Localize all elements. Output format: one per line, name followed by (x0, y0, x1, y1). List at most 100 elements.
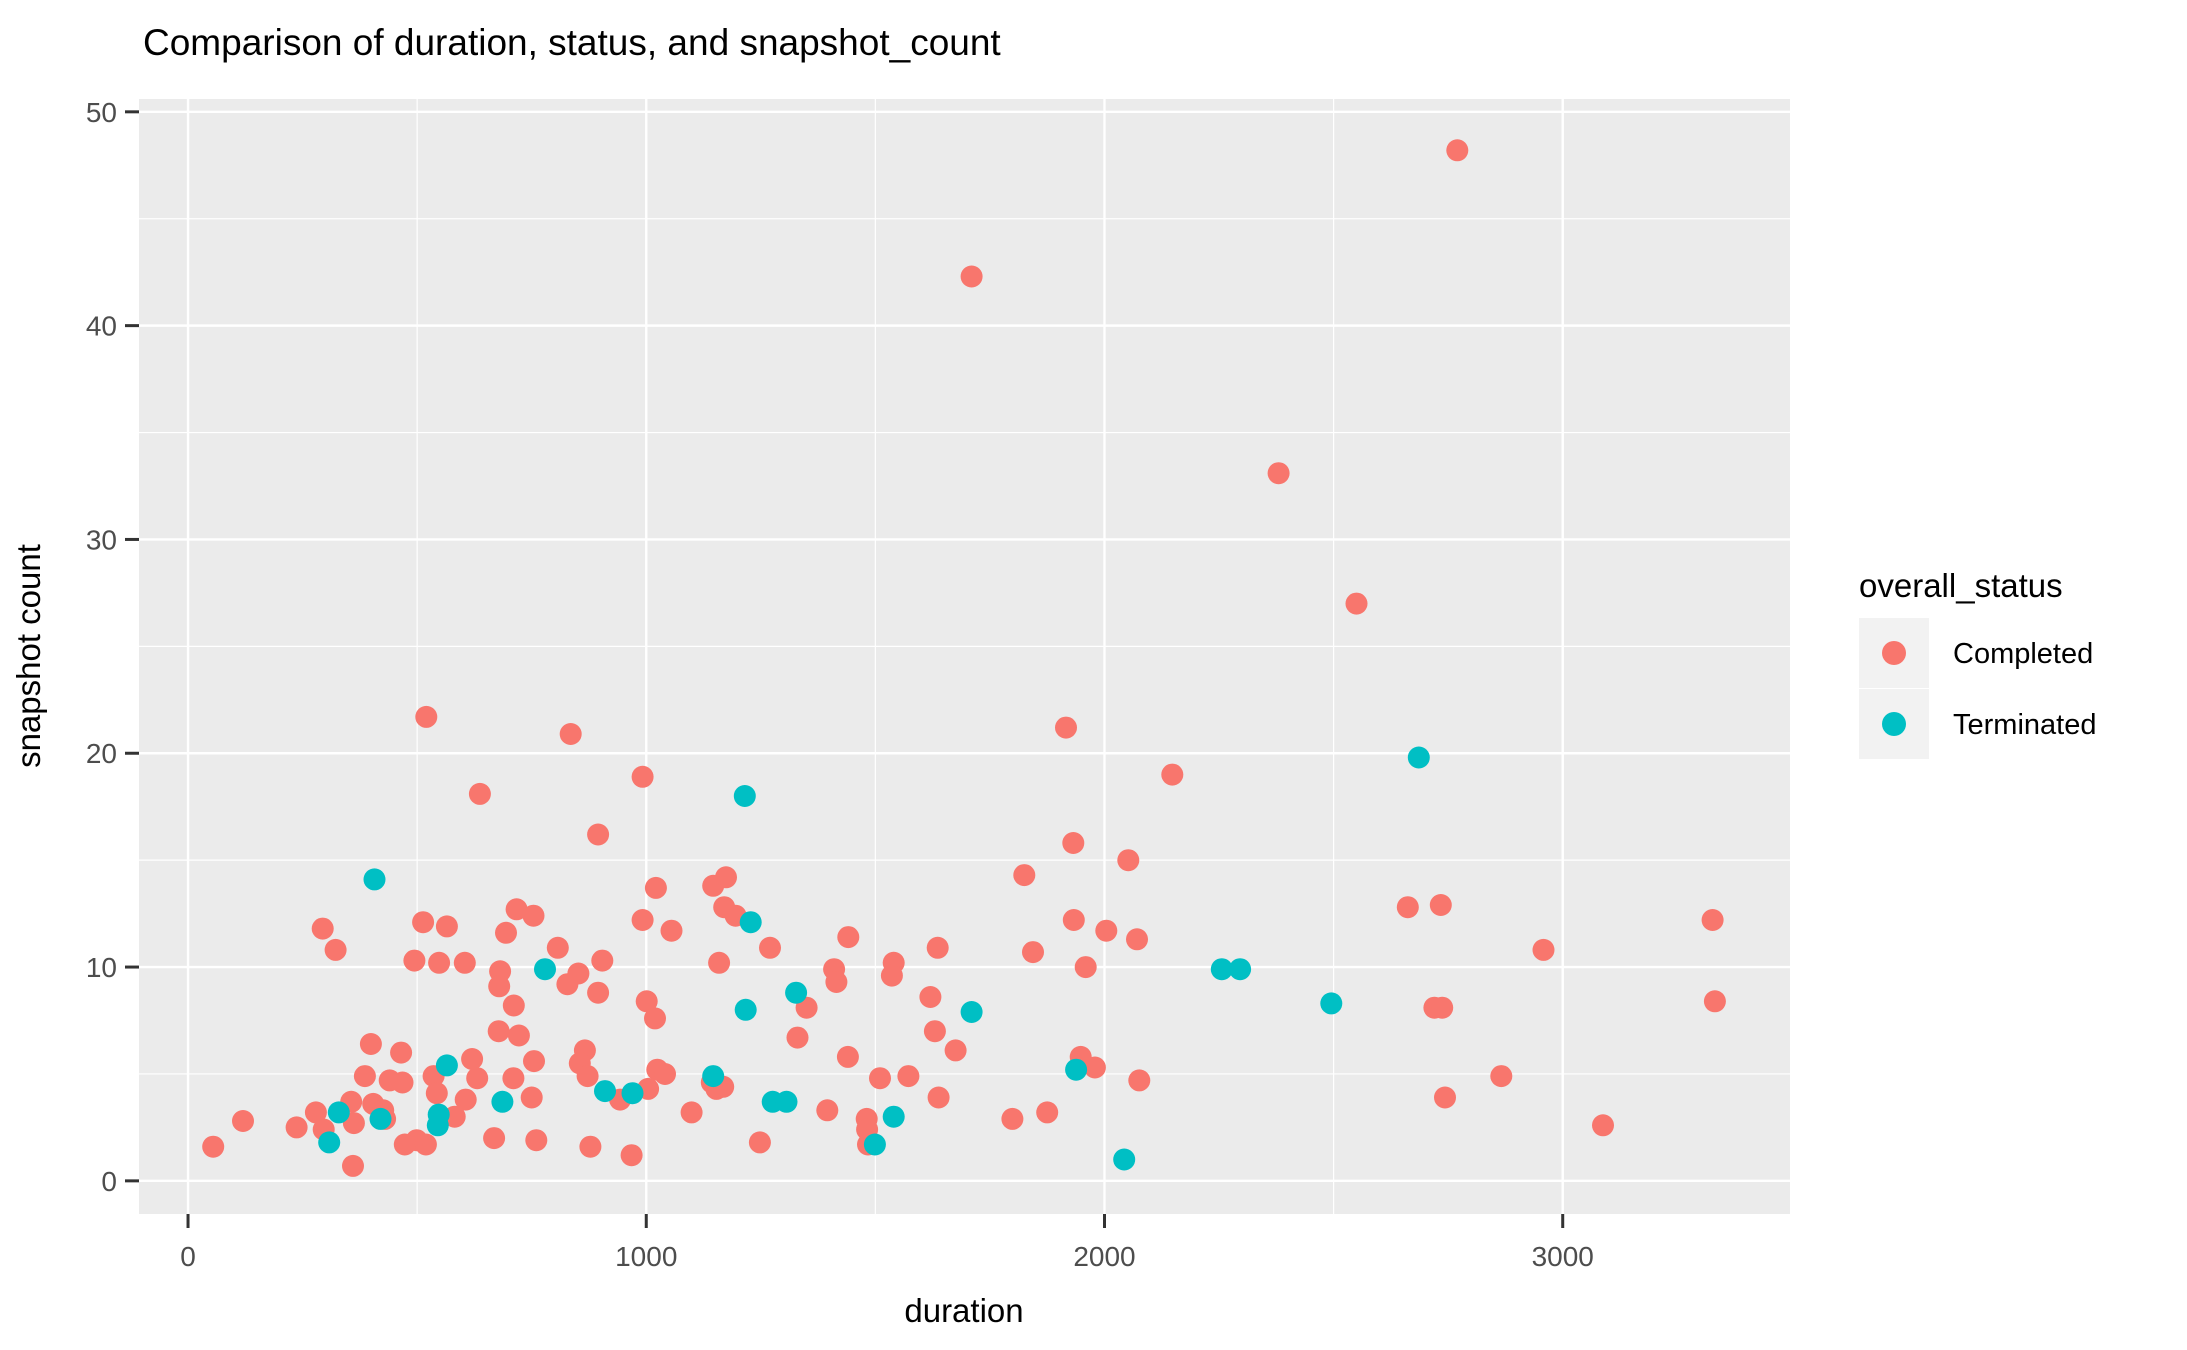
data-point-completed (702, 874, 725, 897)
data-point-completed (923, 1020, 946, 1043)
data-point-completed (523, 1050, 545, 1073)
data-point-completed (546, 936, 569, 959)
data-point-completed (391, 1071, 414, 1094)
data-point-completed (1062, 909, 1085, 931)
legend: overall_status Completed Terminated (1859, 567, 2096, 759)
data-point-completed (1345, 592, 1368, 615)
data-point-completed (654, 1063, 676, 1085)
data-point-terminated (435, 1054, 458, 1077)
data-point-completed (1532, 938, 1555, 961)
data-point-completed (468, 782, 491, 805)
data-point-completed (680, 1101, 703, 1124)
data-point-terminated (739, 911, 762, 934)
data-point-completed (1055, 716, 1077, 739)
data-point-completed (525, 1129, 548, 1152)
data-point-terminated (1407, 746, 1430, 769)
data-point-terminated (863, 1133, 886, 1156)
data-point-completed (1062, 832, 1085, 854)
data-point-completed (631, 909, 654, 931)
data-point-completed (454, 1088, 477, 1111)
y-tick-label: 30 (86, 524, 117, 555)
data-point-completed (415, 705, 438, 728)
data-point-completed (353, 1065, 376, 1088)
data-point-completed (502, 1067, 525, 1090)
data-point-completed (428, 951, 451, 974)
x-tick-label: 3000 (1532, 1241, 1594, 1272)
data-point-completed (1161, 763, 1184, 786)
x-tick-label: 2000 (1073, 1241, 1135, 1272)
legend-key-completed-icon (1882, 641, 1906, 665)
data-point-completed (960, 265, 983, 288)
data-point-terminated (702, 1065, 725, 1088)
gridlines-major (139, 99, 1790, 1214)
data-point-completed (1431, 996, 1454, 1019)
data-point-terminated (426, 1114, 449, 1137)
data-point-completed (869, 1067, 891, 1090)
data-point-completed (1013, 864, 1036, 887)
data-point-completed (466, 1067, 489, 1090)
data-point-completed (487, 1020, 510, 1043)
y-axis-title: snapshot count (10, 544, 47, 768)
data-point-completed (311, 917, 334, 940)
legend-label-completed: Completed (1953, 638, 2093, 670)
data-point-completed (425, 1082, 448, 1105)
legend-key-terminated-icon (1882, 712, 1906, 736)
data-point-terminated (733, 785, 756, 807)
data-point-completed (502, 994, 525, 1017)
data-point-terminated (734, 998, 757, 1021)
x-tick-label: 0 (180, 1241, 196, 1272)
data-point-completed (748, 1131, 771, 1154)
data-point-completed (232, 1110, 254, 1132)
data-point-completed (644, 876, 667, 899)
legend-item-terminated: Terminated (1859, 689, 2096, 759)
data-point-completed (488, 975, 511, 998)
data-point-completed (359, 1033, 382, 1055)
data-point-completed (759, 936, 781, 959)
y-tick-label: 20 (86, 738, 117, 769)
data-point-completed (837, 926, 860, 949)
data-point-completed (1036, 1101, 1059, 1124)
data-point-completed (919, 986, 942, 1008)
data-point-terminated (1320, 992, 1343, 1015)
data-point-completed (1446, 139, 1469, 162)
data-point-completed (414, 1133, 437, 1156)
data-point-completed (1095, 919, 1118, 942)
data-point-completed (836, 1045, 859, 1068)
data-point-completed (620, 1144, 643, 1167)
data-point-terminated (621, 1082, 644, 1105)
data-point-terminated (882, 1105, 905, 1128)
legend-label-terminated: Terminated (1953, 709, 2096, 741)
data-point-terminated (594, 1080, 616, 1103)
y-tick-label: 50 (86, 97, 117, 128)
data-point-completed (520, 1086, 543, 1109)
data-point-completed (816, 1099, 839, 1122)
data-point-completed (708, 951, 731, 974)
data-point-completed (1001, 1107, 1024, 1130)
data-point-completed (1117, 849, 1140, 872)
data-point-completed (644, 1007, 666, 1030)
y-tick-label: 10 (86, 952, 117, 983)
data-point-completed (1434, 1086, 1456, 1109)
data-point-completed (453, 951, 476, 974)
data-point-completed (412, 911, 435, 934)
data-point-completed (786, 1026, 809, 1049)
y-tick-label: 0 (101, 1166, 117, 1197)
data-point-completed (1267, 462, 1290, 485)
data-point-completed (1701, 909, 1724, 931)
data-point-terminated (327, 1101, 350, 1124)
axis-ticks (125, 110, 1565, 1228)
data-point-completed (926, 936, 949, 959)
legend-item-completed: Completed (1859, 618, 2093, 688)
data-point-completed (495, 921, 517, 944)
data-point-terminated (960, 1001, 983, 1023)
axis-tick-labels: 0 1000 2000 3000 0 10 20 30 40 50 (86, 97, 1594, 1272)
data-point-terminated (1113, 1148, 1136, 1171)
data-point-completed (1703, 990, 1726, 1013)
data-point-completed (522, 904, 545, 927)
data-point-terminated (534, 958, 556, 981)
data-point-terminated (318, 1131, 341, 1154)
data-point-terminated (363, 868, 386, 891)
data-point-terminated (1065, 1058, 1088, 1081)
data-point-completed (559, 723, 582, 745)
